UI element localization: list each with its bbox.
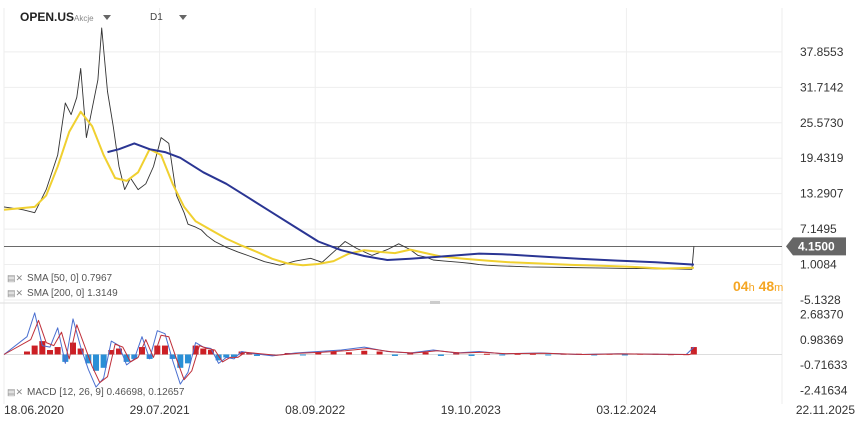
macd-histogram-bar <box>437 354 444 356</box>
series-signal-line <box>3 319 695 384</box>
macd-histogram-bar <box>207 350 214 355</box>
macd-histogram-bar <box>376 351 383 355</box>
macd-tick-label: -2.41634 <box>800 383 848 397</box>
macd-histogram-bar <box>46 350 53 355</box>
macd-histogram-bar <box>621 354 628 356</box>
macd-histogram-bar <box>62 354 69 362</box>
candle-countdown: 04h 48m <box>733 278 783 294</box>
countdown-hours: 04 <box>733 278 749 294</box>
panel-resize-handle <box>430 301 440 304</box>
macd-histogram-bar <box>422 352 429 355</box>
macd-histogram-bar <box>315 352 322 355</box>
macd-tick-label: 2.68370 <box>800 308 844 322</box>
legend-sma200-text: SMA [200, 0] 1.3149 <box>27 288 118 299</box>
series-sma200-line <box>107 142 694 266</box>
macd-histogram-bar <box>154 345 161 355</box>
timeframe-dropdown-icon[interactable] <box>179 15 187 20</box>
macd-histogram-bar <box>407 352 414 355</box>
macd-histogram-bar <box>131 354 138 359</box>
time-tick-label: 29.07.2021 <box>130 403 190 417</box>
macd-histogram-bar <box>92 354 99 371</box>
macd-histogram-bar <box>100 354 107 368</box>
macd-histogram-bar <box>230 354 237 358</box>
settings-icon[interactable]: ▤✕ <box>7 387 24 397</box>
price-tick-label: -5.1328 <box>800 293 841 307</box>
macd-histogram-bar <box>690 347 697 355</box>
countdown-hours-unit: h <box>748 282 755 294</box>
time-tick-label: 18.06.2020 <box>4 403 64 417</box>
macd-histogram-bar <box>192 345 199 355</box>
macd-histogram-bar <box>39 341 46 355</box>
timeframe-label[interactable]: D1 <box>150 12 163 23</box>
current-price-value: 4.1500 <box>798 239 835 253</box>
macd-histogram-bar <box>529 353 536 355</box>
macd-histogram-bar <box>200 348 207 355</box>
time-tick-label: 08.09.2022 <box>285 403 345 417</box>
price-tick-label: 7.1495 <box>800 222 837 236</box>
price-tick-label: 13.2907 <box>800 187 844 201</box>
macd-tick-label: -0.71633 <box>800 358 848 372</box>
price-tick-label: 31.7142 <box>800 80 844 94</box>
macd-histogram-bar <box>31 345 38 355</box>
macd-histogram-bar <box>591 354 598 356</box>
macd-tick-label: 0.98369 <box>800 333 844 347</box>
macd-histogram-bar <box>184 354 191 364</box>
price-tick-label: 19.4319 <box>800 151 844 165</box>
macd-histogram-bar <box>514 353 521 355</box>
macd-histogram-bar <box>223 354 230 358</box>
macd-histogram-bar <box>115 348 122 355</box>
legend-sma200[interactable]: ▤✕ SMA [200, 0] 1.3149 <box>7 288 118 299</box>
legend-macd-text: MACD [12, 26, 9] 0.46698, 0.12657 <box>27 387 185 398</box>
macd-histogram-bar <box>23 351 30 355</box>
macd-histogram-bar <box>146 354 153 359</box>
series-sma50-line <box>3 110 694 270</box>
legend-macd[interactable]: ▤✕ MACD [12, 26, 9] 0.46698, 0.12657 <box>7 387 184 398</box>
countdown-minutes-unit: m <box>774 282 784 294</box>
macd-histogram-bar <box>108 350 115 355</box>
macd-histogram-bar <box>177 354 184 368</box>
time-tick-label: 22.11.2025 <box>796 403 855 417</box>
macd-histogram-bar <box>85 354 92 364</box>
countdown-minutes: 48 <box>758 278 775 294</box>
legend-sma50-text: SMA [50, 0] 0.7967 <box>27 273 113 284</box>
macd-histogram-bar <box>169 354 176 359</box>
macd-histogram-bar <box>330 351 337 355</box>
macd-histogram-bar <box>138 347 145 355</box>
macd-histogram-bar <box>468 354 475 356</box>
series-price-line <box>3 27 695 270</box>
price-tick-label: 37.8553 <box>800 45 844 59</box>
macd-histogram-bar <box>54 347 61 355</box>
current-price-badge <box>786 237 846 256</box>
symbol-label[interactable]: OPEN.US <box>20 10 75 24</box>
macd-histogram-bar <box>238 351 245 355</box>
instrument-type-label: Akcje <box>74 14 94 23</box>
macd-histogram-bar <box>253 354 260 356</box>
symbol-dropdown-icon[interactable] <box>103 15 111 20</box>
price-tick-label: 25.5730 <box>800 116 844 130</box>
macd-histogram-bar <box>391 354 398 356</box>
macd-histogram-bar <box>161 345 168 355</box>
macd-histogram-bar <box>123 354 130 362</box>
macd-histogram-bar <box>345 352 352 355</box>
legend-sma50[interactable]: ▤✕ SMA [50, 0] 0.7967 <box>7 273 112 284</box>
time-tick-label: 19.10.2023 <box>441 403 501 417</box>
macd-histogram-bar <box>499 354 506 356</box>
macd-histogram-bar <box>69 342 76 355</box>
price-tick-label: 1.0084 <box>800 258 837 272</box>
macd-histogram-bar <box>246 352 253 355</box>
macd-histogram-bar <box>215 354 222 361</box>
macd-histogram-bar <box>299 354 306 356</box>
macd-histogram-bar <box>77 348 84 355</box>
time-tick-label: 03.12.2024 <box>596 403 656 417</box>
settings-icon[interactable]: ▤✕ <box>7 273 24 283</box>
settings-icon[interactable]: ▤✕ <box>7 288 24 298</box>
macd-histogram-bar <box>545 354 552 356</box>
macd-histogram-bar <box>361 350 368 355</box>
macd-histogram-bar <box>483 353 490 355</box>
